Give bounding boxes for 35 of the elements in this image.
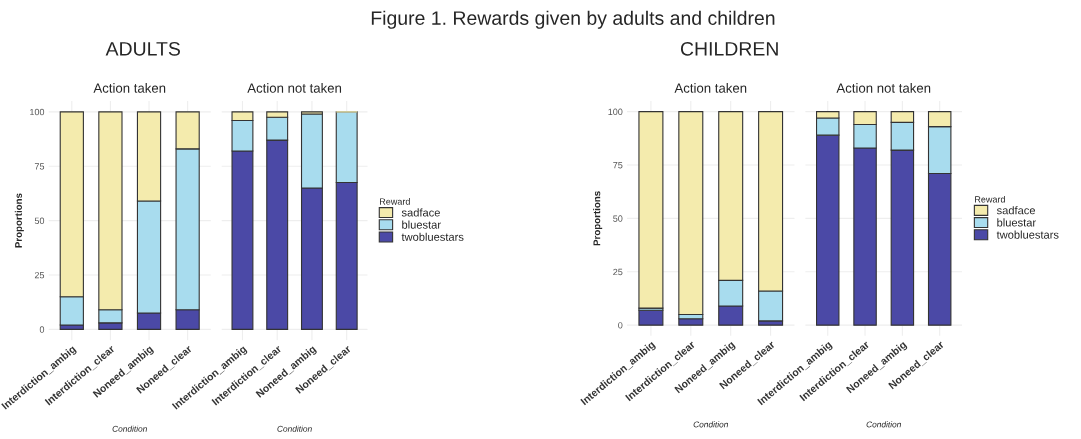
y-tick-label: 75 xyxy=(613,162,623,169)
chart-title: Action not taken xyxy=(836,83,931,93)
y-tick-label: 25 xyxy=(613,268,623,276)
x-axis-title: Condition xyxy=(112,425,147,432)
legend-label: sadface xyxy=(996,206,1036,215)
chart-subtitle: CHILDREN xyxy=(680,41,778,56)
y-tick-label: 75 xyxy=(34,163,45,170)
chart-title: Action taken xyxy=(674,83,747,93)
chart-subtitle: ADULTS xyxy=(105,41,180,56)
bar xyxy=(678,111,704,316)
legend-label: bluestar xyxy=(997,218,1036,227)
y-tick-label: 50 xyxy=(34,217,45,224)
x-axis-title: Condition xyxy=(866,421,901,428)
y-axis-title: Proportions xyxy=(14,193,24,248)
legend-title: Reward xyxy=(975,195,1005,203)
bar xyxy=(638,111,664,309)
bar xyxy=(678,318,704,326)
legend-label: sadface xyxy=(401,208,440,217)
bar xyxy=(638,309,664,326)
y-axis-title: Proportions xyxy=(593,191,603,246)
legend-label: twobluestars xyxy=(996,230,1059,239)
y-tick-label: 100 xyxy=(30,108,45,116)
y-tick-label: 0 xyxy=(618,322,623,329)
chart-title: Action not taken xyxy=(247,83,342,93)
x-axis-title: Condition xyxy=(277,425,312,432)
y-tick-label: 100 xyxy=(608,108,623,116)
y-tick-label: 50 xyxy=(613,215,623,222)
legend-label: twobluestars xyxy=(401,232,464,241)
x-axis-title: Condition xyxy=(693,421,728,428)
y-tick-label: 25 xyxy=(34,271,45,279)
legend-title: Reward xyxy=(380,198,410,205)
caption: Figure 1. Rewards given by adults and children xyxy=(371,10,775,29)
y-tick-label: 0 xyxy=(39,326,45,333)
chart-title: Action taken xyxy=(93,83,166,93)
legend-label: bluestar xyxy=(402,220,441,229)
